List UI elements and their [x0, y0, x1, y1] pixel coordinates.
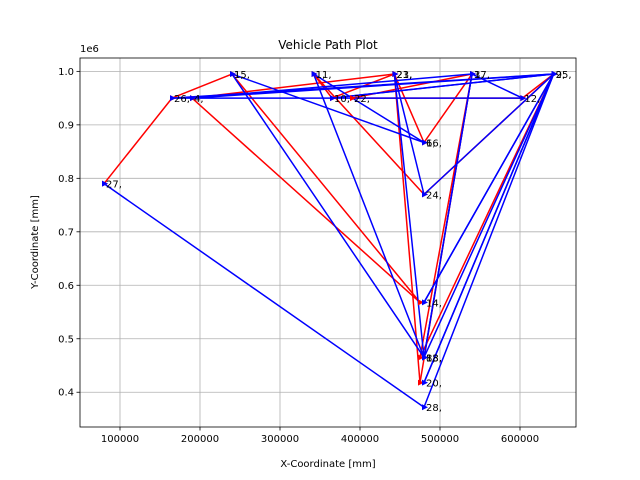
path-segment-series-1: [231, 73, 425, 359]
path-segment-series-1: [191, 73, 473, 99]
point-label: 12,: [524, 94, 540, 105]
path-arrow-marker: [422, 379, 428, 386]
plot-frame: [79, 57, 577, 428]
x-axis-ticks: 100000 200000 300000 400000 500000 600000: [101, 427, 539, 445]
point-label: 14,: [426, 298, 442, 309]
path-arrow-marker: [418, 379, 424, 386]
point-label: 1,: [316, 70, 326, 81]
grid-lines: [80, 58, 576, 427]
point-label: 25,: [556, 70, 572, 81]
path-segment-series-1: [393, 73, 425, 196]
x-tick-label: 100000: [101, 434, 139, 445]
point-label: 20,: [426, 379, 442, 390]
point-label: 8,: [426, 353, 436, 364]
path-segment-series-1: [191, 73, 555, 99]
path-series: [103, 73, 555, 408]
point-label: 16,: [426, 138, 442, 149]
point-label: 28,: [426, 403, 442, 414]
point-label: 27,: [106, 180, 122, 191]
path-arrow-marker: [102, 180, 108, 187]
point-label: 6,: [426, 138, 436, 149]
point-label: 13,: [426, 353, 442, 364]
point-label: 26,: [174, 94, 190, 105]
path-arrow-marker: [418, 299, 424, 306]
chart-title: Vehicle Path Plot: [278, 38, 378, 52]
point-label: 10,: [334, 94, 350, 105]
path-arrow-marker: [520, 95, 527, 102]
x-tick-label: 300000: [261, 434, 299, 445]
point-label: 3,: [474, 70, 484, 81]
y-tick-label: 0.6: [58, 281, 74, 292]
path-segment-series-1: [423, 73, 555, 408]
y-tick-label: 0.7: [58, 227, 74, 238]
point-label: 17,: [474, 70, 490, 81]
path-arrow-marker: [470, 71, 476, 78]
path-arrow-marker: [190, 95, 196, 102]
path-arrow-marker: [551, 71, 558, 78]
path-segment-series-1: [312, 73, 425, 359]
path-arrow-marker: [422, 139, 428, 146]
path-segment-series-1: [393, 73, 425, 359]
point-label: 15,: [234, 70, 250, 81]
path-segment-series-1: [423, 73, 555, 304]
path-segment-series-1: [423, 73, 555, 359]
y-axis-ticks: 0.4 0.5 0.6 0.7 0.8 0.9 1.0: [58, 67, 80, 399]
path-segment-series-0: [393, 73, 425, 144]
path-segment-series-1: [423, 73, 555, 384]
path-segment-series-1: [471, 73, 524, 99]
point-label: 1,: [234, 70, 244, 81]
x-axis-label: X-Coordinate [mm]: [280, 459, 375, 470]
path-segment-series-1: [331, 73, 555, 99]
path-arrow-marker: [392, 71, 399, 78]
path-segment-series-0: [393, 73, 421, 384]
path-segment-series-0: [312, 73, 333, 99]
point-label: 9,: [556, 70, 566, 81]
path-segment-series-1: [103, 182, 425, 408]
point-label: 22,: [354, 94, 370, 105]
path-segment-series-0: [171, 73, 233, 99]
path-segment-series-0: [231, 73, 421, 304]
y-tick-label: 0.5: [58, 334, 74, 345]
path-segment-series-0: [191, 97, 421, 304]
path-segment-series-1: [231, 73, 425, 144]
point-label: 23,: [396, 70, 412, 81]
point-label: 4,: [194, 94, 204, 105]
path-arrow-marker: [350, 95, 356, 102]
point-label: 11,: [316, 70, 332, 81]
x-tick-label: 200000: [181, 434, 219, 445]
point-labels: 1,15, 11,1, 21,23, 3,17, 9,25,26, 4, 10, 22, 12,…: [106, 70, 572, 414]
path-segment-series-0: [423, 73, 473, 144]
y-axis-offset-label: 1e6: [80, 44, 99, 55]
y-tick-label: 0.4: [58, 388, 74, 399]
path-arrow-marker: [422, 404, 428, 411]
path-markers: [102, 71, 558, 411]
path-arrow-marker: [418, 354, 424, 361]
y-tick-label: 1.0: [58, 67, 74, 78]
y-tick-label: 0.8: [58, 174, 74, 185]
path-arrow-marker: [422, 354, 428, 361]
path-arrow-marker: [330, 95, 336, 102]
x-tick-label: 400000: [341, 434, 379, 445]
path-arrow-marker: [311, 71, 318, 78]
path-segment-series-1: [423, 73, 555, 196]
path-segment-series-0: [103, 97, 173, 185]
point-label: 18,: [426, 353, 442, 364]
path-arrow-marker: [422, 299, 428, 306]
x-tick-label: 500000: [421, 434, 459, 445]
point-label: 21,: [396, 70, 412, 81]
path-segment-series-1: [423, 73, 473, 359]
path-arrow-marker: [230, 71, 236, 78]
plot-area: [80, 58, 576, 427]
y-axis-label: Y-Coordinate [mm]: [30, 195, 41, 290]
x-tick-label: 600000: [501, 434, 539, 445]
y-tick-label: 0.9: [58, 120, 74, 131]
point-label: 24,: [426, 190, 442, 201]
path-arrow-marker: [422, 191, 428, 198]
path-arrow-marker: [170, 95, 176, 102]
